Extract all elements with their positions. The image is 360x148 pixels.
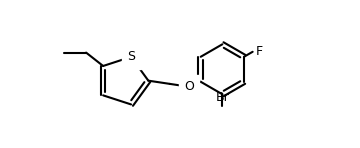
Text: F: F (255, 45, 262, 58)
Text: Br: Br (216, 91, 229, 104)
Text: O: O (184, 80, 194, 93)
Text: S: S (127, 50, 135, 63)
